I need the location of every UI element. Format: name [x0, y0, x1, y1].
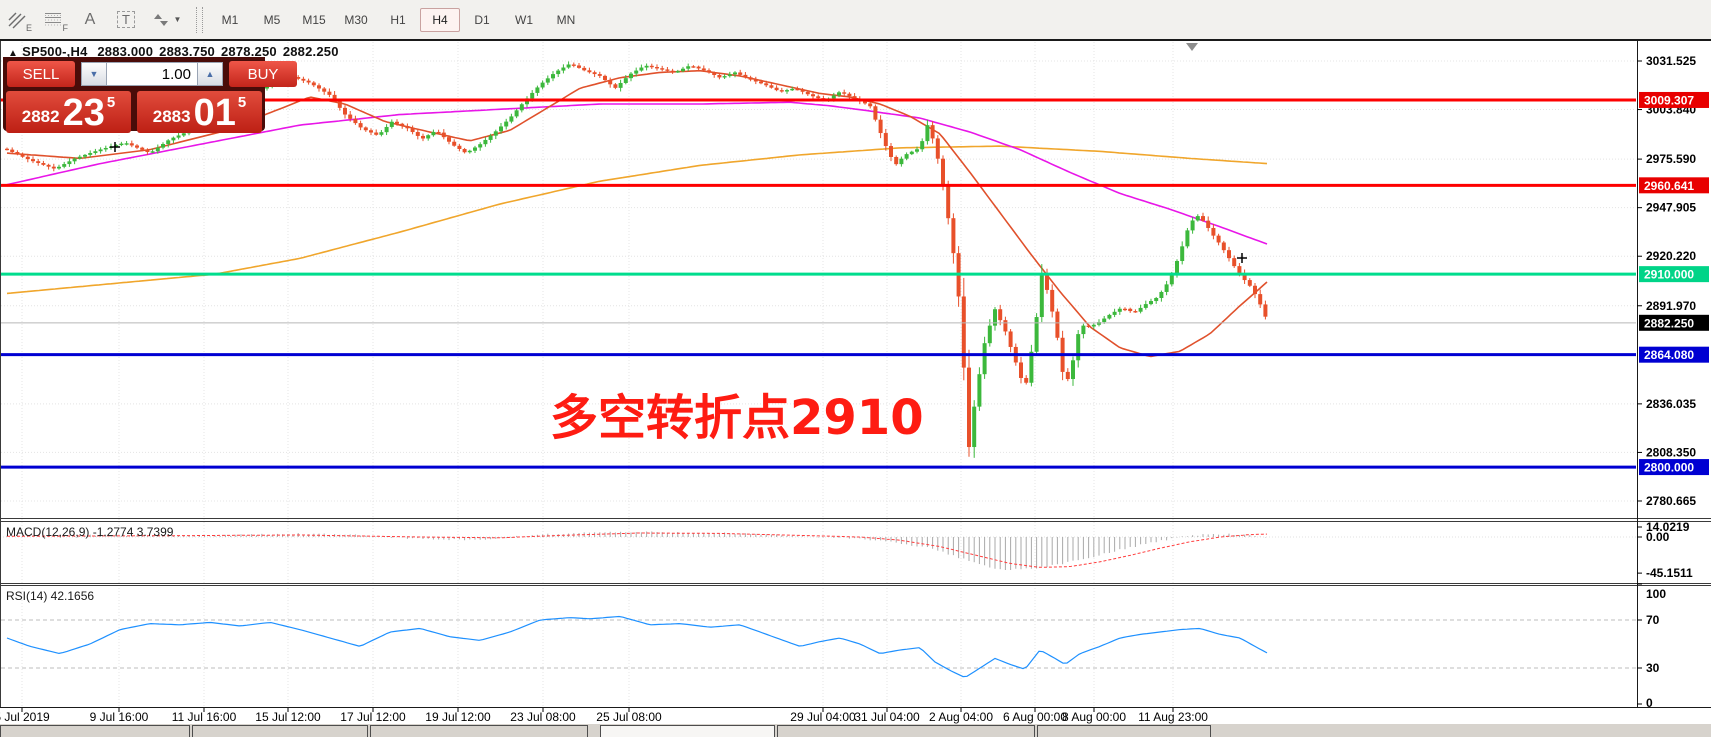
- svg-text:15 Jul 12:00: 15 Jul 12:00: [255, 710, 321, 724]
- buy-button[interactable]: BUY: [229, 61, 297, 87]
- window-strip-segment: [0, 725, 190, 737]
- buy-price-quote[interactable]: 2883 01 5: [137, 91, 262, 133]
- volume-input[interactable]: [107, 62, 197, 86]
- arrows-dropdown-caret[interactable]: ▼: [173, 15, 182, 24]
- svg-text:2800.000: 2800.000: [1644, 461, 1694, 475]
- window-strip-segment: [192, 725, 368, 737]
- svg-text:3031.525: 3031.525: [1646, 54, 1696, 68]
- buy-price-main: 01: [193, 92, 236, 134]
- svg-text:2910.000: 2910.000: [1644, 268, 1694, 282]
- timeframe-button-w1[interactable]: W1: [515, 12, 533, 27]
- chart-text-annotation[interactable]: 多空转折点2910: [550, 390, 924, 446]
- svg-text:11 Aug 23:00: 11 Aug 23:00: [1138, 710, 1208, 724]
- window-strip-segment: [600, 725, 775, 737]
- svg-text:8 Aug 00:00: 8 Aug 00:00: [1062, 710, 1126, 724]
- text-label-icon[interactable]: T: [109, 5, 143, 35]
- timeframe-button-m15[interactable]: M15: [302, 12, 326, 27]
- svg-text:25 Jul 08:00: 25 Jul 08:00: [596, 710, 662, 724]
- bottom-window-strip: [0, 724, 1711, 737]
- timeframe-button-group: M1 M5 M15 M30 H1 H4 D1 W1 MN: [209, 7, 587, 32]
- svg-text:0.00: 0.00: [1646, 530, 1670, 544]
- chart-title: ▲ SP500-,H4 2883.000 2883.750 2878.250 2882.…: [8, 44, 345, 59]
- svg-text:2947.905: 2947.905: [1646, 201, 1696, 215]
- collapse-triangle-icon[interactable]: ▲: [8, 48, 19, 59]
- symbol-label: SP500-,H4: [22, 44, 88, 59]
- svg-text:2882.250: 2882.250: [1644, 316, 1694, 330]
- ohlc-close: 2882.250: [282, 44, 339, 59]
- sell-button[interactable]: SELL: [7, 61, 75, 87]
- buy-price-base: 2883: [152, 107, 191, 126]
- svg-text:6 Aug 00:00: 6 Aug 00:00: [1003, 710, 1067, 724]
- svg-text:2891.970: 2891.970: [1646, 299, 1696, 313]
- sell-price-quote[interactable]: 2882 23 5: [6, 91, 131, 133]
- svg-text:70: 70: [1646, 613, 1660, 627]
- timeframe-button-m1[interactable]: M1: [221, 12, 239, 27]
- window-strip-segment: [777, 725, 1035, 737]
- toolbar: E F A T ▼ M1 M5 M15 M30 H1 H4 D1 W1 MN: [0, 0, 1711, 40]
- svg-text:29 Jul 04:00: 29 Jul 04:00: [790, 710, 856, 724]
- window-strip-segment: [370, 725, 588, 737]
- sell-price-base: 2882: [21, 107, 60, 126]
- svg-text:2920.220: 2920.220: [1646, 249, 1696, 263]
- svg-text:5 Jul 2019: 5 Jul 2019: [0, 710, 50, 724]
- volume-increase-button[interactable]: ▲: [197, 62, 223, 86]
- buy-price-sup: 5: [237, 94, 247, 111]
- arrows-icon[interactable]: ▼: [145, 5, 189, 35]
- toolbar-separator: [196, 6, 203, 33]
- timeframe-button-mn[interactable]: MN: [556, 12, 576, 27]
- fibonacci-icon[interactable]: F: [37, 5, 71, 35]
- sell-price-sup: 5: [106, 94, 116, 111]
- svg-text:3009.307: 3009.307: [1644, 93, 1694, 107]
- svg-text:23 Jul 08:00: 23 Jul 08:00: [510, 710, 576, 724]
- svg-text:2975.590: 2975.590: [1646, 152, 1696, 166]
- svg-text:2780.665: 2780.665: [1646, 494, 1696, 508]
- macd-label: MACD(12,26,9) -1.2774 3.7399: [6, 525, 174, 539]
- timeframe-button-h1[interactable]: H1: [390, 12, 406, 27]
- ohlc-low: 2878.250: [220, 44, 277, 59]
- volume-decrease-button[interactable]: ▼: [81, 62, 107, 86]
- equidistant-channel-icon[interactable]: E: [1, 5, 35, 35]
- text-icon[interactable]: A: [84, 10, 96, 28]
- ohlc-open: 2883.000: [97, 44, 154, 59]
- svg-text:2 Aug 04:00: 2 Aug 04:00: [929, 710, 993, 724]
- svg-text:30: 30: [1646, 661, 1660, 675]
- svg-text:14.0219: 14.0219: [1646, 520, 1690, 534]
- ohlc-high: 2883.750: [159, 44, 215, 59]
- svg-text:19 Jul 12:00: 19 Jul 12:00: [425, 710, 491, 724]
- svg-text:100: 100: [1646, 587, 1666, 601]
- svg-text:2808.350: 2808.350: [1646, 445, 1696, 459]
- svg-text:2960.641: 2960.641: [1644, 179, 1694, 193]
- timeframe-button-h4[interactable]: H4: [420, 7, 460, 32]
- chart-shift-marker: [1186, 43, 1198, 51]
- svg-text:17 Jul 12:00: 17 Jul 12:00: [340, 710, 406, 724]
- sell-price-main: 23: [62, 92, 105, 134]
- rsi-label: RSI(14) 42.1656: [6, 589, 94, 603]
- timeframe-button-m5[interactable]: M5: [263, 12, 281, 27]
- svg-text:31 Jul 04:00: 31 Jul 04:00: [854, 710, 920, 724]
- svg-text:0: 0: [1646, 696, 1653, 710]
- timeframe-button-m30[interactable]: M30: [344, 12, 368, 27]
- svg-text:-45.1511: -45.1511: [1646, 566, 1693, 580]
- svg-text:2836.035: 2836.035: [1646, 397, 1696, 411]
- window-strip-segment: [1037, 725, 1211, 737]
- svg-text:2864.080: 2864.080: [1644, 348, 1694, 362]
- timeframe-button-d1[interactable]: D1: [474, 12, 490, 27]
- svg-text:11 Jul 16:00: 11 Jul 16:00: [172, 710, 237, 724]
- volume-stepper: ▼ ▲: [81, 61, 223, 87]
- svg-text:9 Jul 16:00: 9 Jul 16:00: [90, 710, 149, 724]
